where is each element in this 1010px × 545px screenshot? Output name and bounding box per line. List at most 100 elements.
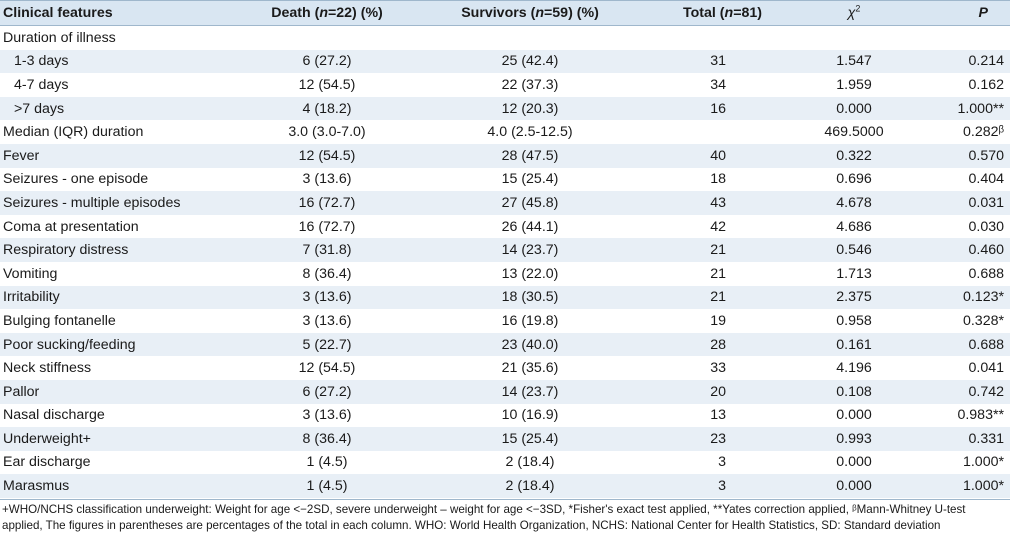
cell-survivors: 4.0 (2.5-12.5) [487,124,573,141]
cell-clinical-feature: Irritability [3,289,60,306]
cell-total: 43 [710,194,726,211]
cell-p-value: 0.030 [968,218,1004,235]
table-header: Clinical features Death (n=22) (%) Survi… [0,0,1010,26]
cell-death [238,26,416,50]
table-row: Ear discharge 1 (4.5) 2 (18.4) 3 0.000 1.000* [0,450,1010,475]
cell-survivors: 25 (42.4) [501,53,559,70]
cell-total: 20 [710,383,726,400]
cell-chi-square: 0.696 [836,171,872,188]
table-row: Seizures - one episode 3 (13.6) 15 (25.4) 1… [0,167,1010,192]
clinical-features-table-container: Clinical features Death (n=22) (%) Survi… [0,0,1010,532]
table-row: Irritability 3 (13.6) 18 (30.5) 21 2.375 0.12… [0,285,1010,310]
cell-survivors [416,26,644,50]
cell-clinical-feature: Marasmus [3,478,70,495]
cell-total: 34 [710,76,726,93]
cell-total: 13 [710,407,726,424]
cell-clinical-feature: Median (IQR) duration [3,124,144,141]
cell-total: 33 [710,360,726,377]
table-row: 4-7 days 12 (54.5) 22 (37.3) 34 1.959 0.162 [0,73,1010,97]
cell-chi-square: 0.000 [836,100,872,117]
cell-death: 3 (13.6) [302,289,352,306]
table-row: >7 days 4 (18.2) 12 (20.3) 16 0.000 1.000** [0,96,1010,121]
cell-survivors: 15 (25.4) [501,430,559,447]
table-row: Poor sucking/feeding 5 (22.7) 23 (40.0) 28 0… [0,332,1010,357]
cell-chi-square: 0.322 [836,147,872,164]
clinical-features-table: Clinical features Death (n=22) (%) Survi… [0,0,1010,498]
cell-total: 21 [710,265,726,282]
table-row: Fever 12 (54.5) 28 (47.5) 40 0.322 0.570 [0,143,1010,168]
cell-chi-square: 4.686 [836,218,872,235]
cell-clinical-feature: Underweight+ [3,430,91,447]
cell-p-value: 1.000** [957,100,1004,117]
header-clinical-features: Clinical features [0,0,238,26]
cell-clinical-feature: Coma at presentation [3,218,139,235]
cell-death: 1 (4.5) [306,478,348,495]
cell-total: 28 [710,336,726,353]
table-row: Coma at presentation 16 (72.7) 26 (44.1) 42… [0,214,1010,239]
cell-p-value: 0.331 [968,430,1004,447]
cell-survivors: 13 (22.0) [501,265,559,282]
cell-death: 16 (72.7) [298,218,356,235]
cell-survivors: 10 (16.9) [501,407,559,424]
cell-clinical-feature: 4-7 days [14,76,69,93]
cell-clinical-feature: Ear discharge [3,454,91,471]
cell-death: 8 (36.4) [302,265,352,282]
cell-total: 40 [710,147,726,164]
cell-total: 3 [718,478,726,495]
cell-p-value: 0.460 [968,242,1004,259]
header-chi-square: χ2 [796,0,912,26]
cell-clinical-feature: Duration of illness [3,29,116,46]
cell-clinical-feature: Vomiting [3,265,58,282]
cell-death: 3.0 (3.0-7.0) [288,124,366,141]
cell-survivors: 12 (20.3) [501,100,559,117]
table-row: Pallor 6 (27.2) 14 (23.7) 20 0.108 0.742 [0,379,1010,404]
header-row: Clinical features Death (n=22) (%) Survi… [0,0,1010,26]
cell-p-value: 0.162 [968,76,1004,93]
cell-chi-square: 0.993 [836,430,872,447]
cell-survivors: 18 (30.5) [501,289,559,306]
header-p-value: P [912,0,1010,26]
cell-death: 3 (13.6) [302,312,352,329]
cell-total: 31 [710,53,726,70]
table-row: Bulging fontanelle 3 (13.6) 16 (19.8) 19 0.9… [0,309,1010,333]
table-body: Duration of illness 1-3 days 6 (27.2) 25 (4… [0,25,1010,498]
cell-survivors: 14 (23.7) [501,383,559,400]
header-total: Total (n=81) [644,0,796,26]
cell-p-value: 0.282ᵝ [963,124,1004,141]
header-death: Death (n=22) (%) [238,0,416,26]
cell-death: 6 (27.2) [302,383,352,400]
cell-clinical-feature: Respiratory distress [3,242,129,259]
cell-chi-square: 1.547 [836,53,872,70]
cell-death: 12 (54.5) [298,147,356,164]
cell-death: 3 (13.6) [302,171,352,188]
cell-total: 23 [710,430,726,447]
cell-death: 6 (27.2) [302,53,352,70]
cell-p-value: 0.031 [968,194,1004,211]
cell-death: 5 (22.7) [302,336,352,353]
cell-p-value: 1.000* [962,454,1004,471]
table-row: Duration of illness [0,25,1010,50]
cell-clinical-feature: Fever [3,147,40,164]
cell-survivors: 26 (44.1) [501,218,559,235]
cell-chi-square: 1.959 [836,76,872,93]
cell-p-value: 0.123* [962,289,1004,306]
cell-chi-square: 469.5000 [824,124,884,141]
cell-chi-square: 0.958 [836,312,872,329]
table-row: Median (IQR) duration 3.0 (3.0-7.0) 4.0 (2… [0,120,1010,144]
cell-p-value: 0.742 [968,383,1004,400]
table-row: Underweight+ 8 (36.4) 15 (25.4) 23 0.993 0.33… [0,427,1010,451]
cell-chi-square: 2.375 [836,289,872,306]
cell-clinical-feature: >7 days [14,100,65,117]
cell-chi-square: 0.000 [836,454,872,471]
cell-clinical-feature: Pallor [3,383,40,400]
cell-survivors: 14 (23.7) [501,242,559,259]
cell-death: 12 (54.5) [298,360,356,377]
cell-death: 7 (31.8) [302,242,352,259]
cell-clinical-feature: Seizures - one episode [3,171,149,188]
table-row: Respiratory distress 7 (31.8) 14 (23.7) 21 0… [0,238,1010,262]
cell-clinical-feature: Neck stiffness [3,360,92,377]
cell-p-value: 0.688 [968,336,1004,353]
cell-total [644,26,796,50]
cell-survivors: 15 (25.4) [501,171,559,188]
cell-survivors: 21 (35.6) [501,360,559,377]
